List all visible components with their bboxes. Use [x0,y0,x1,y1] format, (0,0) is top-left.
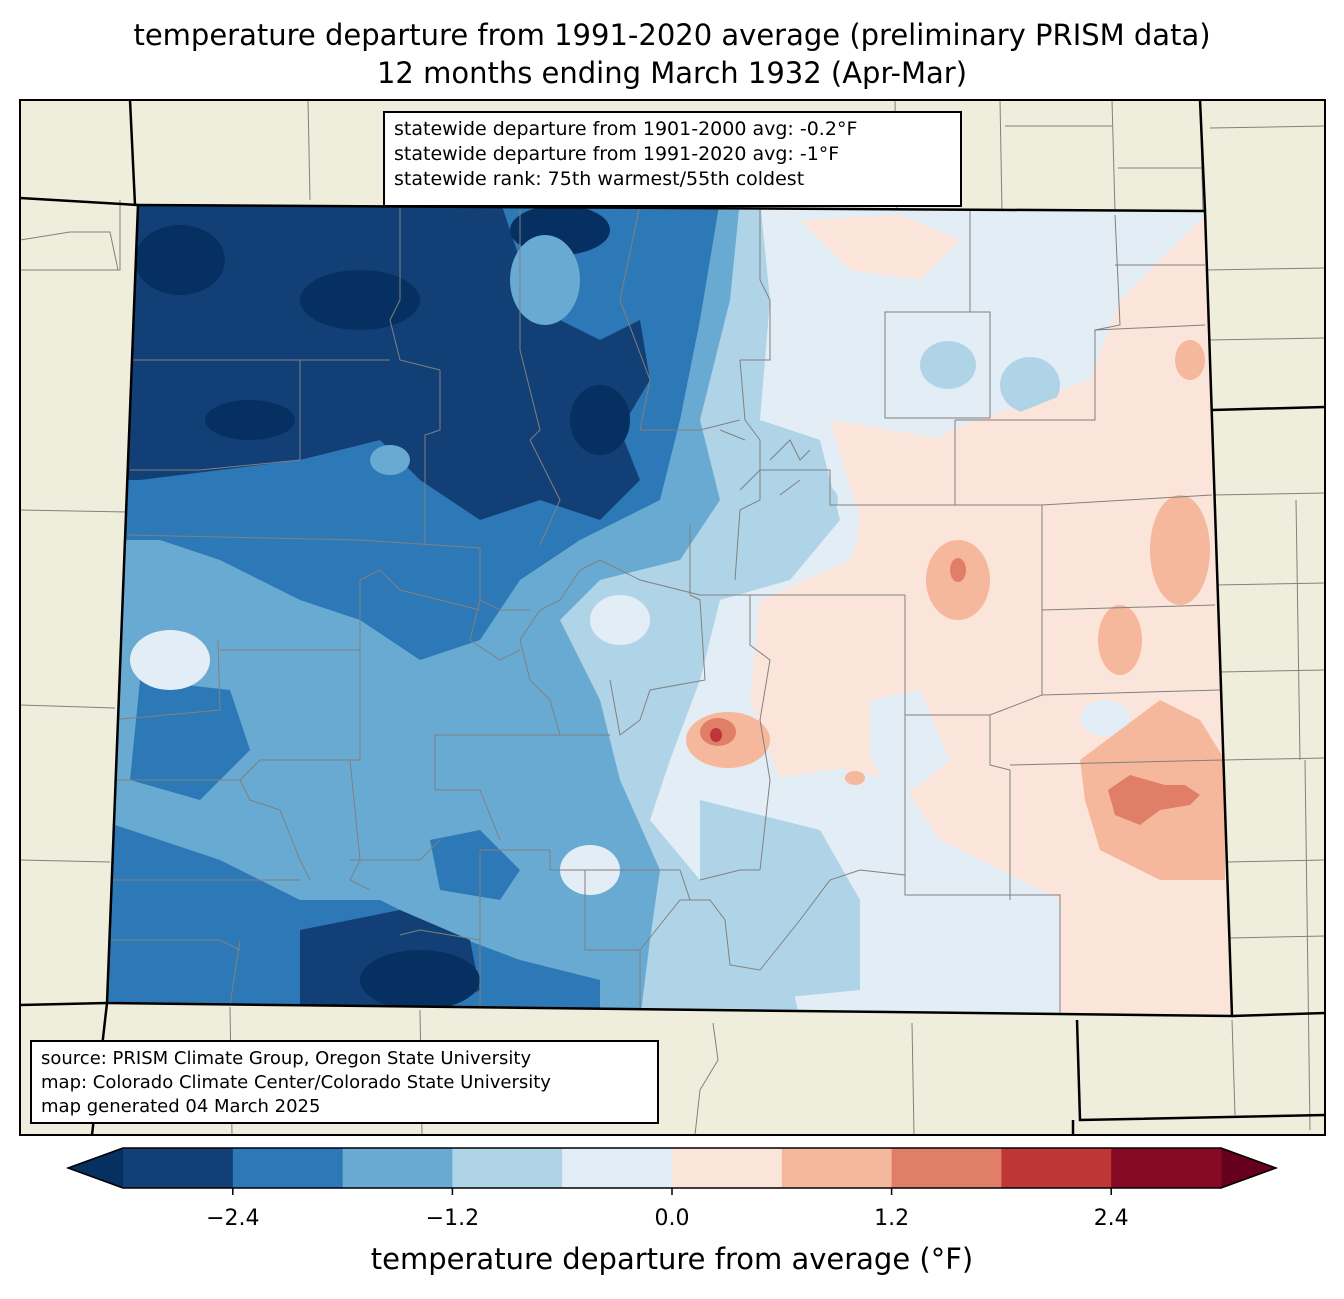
colorbar-over-extend [1221,1148,1276,1188]
stats-departure-1901-2000: statewide departure from 1901-2000 avg: … [394,118,858,140]
colorbar-segment [342,1148,453,1188]
stats-rank: statewide rank: 75th warmest/55th coldes… [394,168,805,190]
colorbar [65,1147,1279,1195]
colorbar-segment [781,1148,893,1188]
colorbar-segment [232,1148,344,1188]
source-generated-date: map generated 04 March 2025 [41,1096,321,1117]
colorbar-tick-label: −1.2 [425,1206,480,1231]
colorbar-segment [562,1148,673,1188]
colorbar-segment [672,1148,783,1188]
colorbar-segment [1001,1148,1112,1188]
colorbar-tick-label: 1.2 [874,1206,910,1231]
source-box: source: PRISM Climate Group, Oregon Stat… [30,1040,659,1124]
colorbar-segment [452,1148,563,1188]
source-prism: source: PRISM Climate Group, Oregon Stat… [41,1048,532,1069]
colorbar-tick-label: 0.0 [654,1206,690,1231]
statewide-stats-box: statewide departure from 1901-2000 avg: … [383,111,962,207]
stats-departure-1991-2020: statewide departure from 1991-2020 avg: … [394,143,840,165]
source-map-credit: map: Colorado Climate Center/Colorado St… [41,1072,551,1093]
map-frame [19,99,1326,1136]
colorbar-segment [891,1148,1002,1188]
colorbar-under-extend [68,1148,123,1188]
colorbar-segment [1111,1148,1222,1188]
temperature-departure-field [107,205,1232,1016]
colorbar-label: temperature departure from average (°F) [370,1242,974,1276]
state-borders [20,100,1325,1135]
colorbar-outline [65,1147,1279,1189]
colorbar-segment [123,1148,234,1188]
colorbar-tick-label: −2.4 [206,1206,260,1231]
county-lines [109,205,1226,1016]
map-subtitle: 12 months ending March 1932 (Apr-Mar) [376,56,968,90]
map-title: temperature departure from 1991-2020 ave… [133,18,1211,52]
colorbar-tick-label: 2.4 [1093,1206,1129,1231]
neighbor-county-lines [20,100,1325,1135]
